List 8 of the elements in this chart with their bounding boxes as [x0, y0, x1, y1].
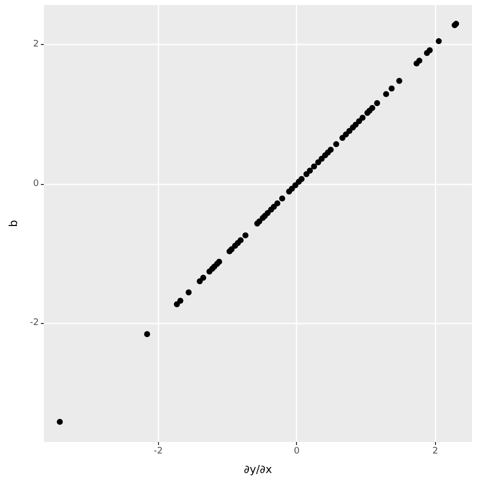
y-axis-title: b: [7, 220, 20, 227]
x-tick-label: 2: [432, 446, 438, 456]
x-tick-label: -2: [154, 446, 163, 456]
y-tick-label: 2: [33, 40, 39, 50]
x-tick-label: 0: [294, 446, 300, 456]
x-axis-title: ∂y/∂x: [244, 463, 272, 476]
y-tick-label: -2: [30, 318, 39, 328]
y-tick-label: 0: [33, 178, 40, 189]
